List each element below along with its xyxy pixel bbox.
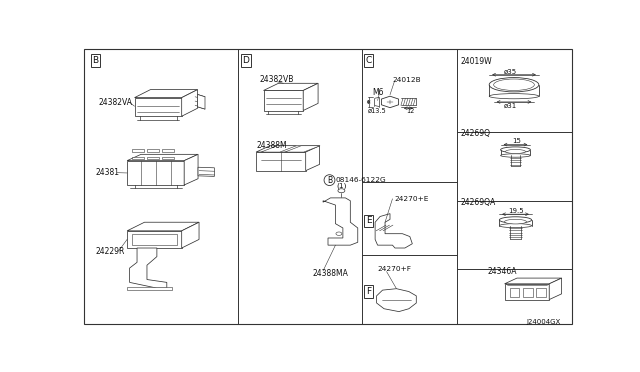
Circle shape <box>397 244 403 247</box>
Polygon shape <box>127 154 198 161</box>
Text: E: E <box>366 216 371 225</box>
Text: F: F <box>366 287 371 296</box>
Polygon shape <box>323 198 358 245</box>
Polygon shape <box>285 146 320 152</box>
Text: 24269Q: 24269Q <box>460 129 490 138</box>
Polygon shape <box>182 222 199 248</box>
Polygon shape <box>198 94 205 109</box>
Text: 24382VB: 24382VB <box>260 75 294 84</box>
Polygon shape <box>182 90 198 116</box>
Polygon shape <box>303 83 318 110</box>
Polygon shape <box>162 150 173 152</box>
Circle shape <box>297 166 302 169</box>
Text: 24388M: 24388M <box>256 141 287 150</box>
Text: ø35: ø35 <box>504 68 516 74</box>
Polygon shape <box>129 248 167 288</box>
Polygon shape <box>261 146 296 152</box>
Text: 24269QA: 24269QA <box>460 198 496 207</box>
Ellipse shape <box>499 224 532 228</box>
Bar <box>509 288 520 297</box>
Polygon shape <box>162 157 173 159</box>
Ellipse shape <box>506 150 525 154</box>
Ellipse shape <box>489 78 539 92</box>
Polygon shape <box>134 90 198 97</box>
Polygon shape <box>127 222 199 231</box>
Ellipse shape <box>500 147 531 153</box>
Bar <box>132 234 177 245</box>
Circle shape <box>336 232 342 235</box>
Text: 24388MA: 24388MA <box>312 269 348 278</box>
Ellipse shape <box>500 154 531 157</box>
Text: D: D <box>242 56 249 65</box>
Polygon shape <box>375 214 412 248</box>
Text: ø13.5: ø13.5 <box>367 108 387 113</box>
Text: J24004GX: J24004GX <box>527 320 561 326</box>
Polygon shape <box>127 161 184 185</box>
Text: M6: M6 <box>372 88 384 97</box>
Polygon shape <box>132 150 144 152</box>
Circle shape <box>338 189 345 193</box>
Text: 24270+E: 24270+E <box>394 196 428 202</box>
Text: (1): (1) <box>336 182 346 189</box>
Ellipse shape <box>504 219 527 224</box>
Text: 15: 15 <box>512 138 521 144</box>
Text: 24012B: 24012B <box>392 77 421 83</box>
Ellipse shape <box>499 217 532 223</box>
Polygon shape <box>264 90 303 110</box>
Text: 24019W: 24019W <box>460 57 492 66</box>
Ellipse shape <box>493 79 534 90</box>
Polygon shape <box>147 157 159 159</box>
Text: 24346A: 24346A <box>488 267 517 276</box>
Circle shape <box>336 238 342 242</box>
Polygon shape <box>256 152 306 171</box>
Text: 19.5: 19.5 <box>509 208 524 214</box>
Polygon shape <box>132 157 144 159</box>
Polygon shape <box>147 150 159 152</box>
Polygon shape <box>256 146 319 152</box>
Polygon shape <box>184 154 198 185</box>
Polygon shape <box>198 167 214 176</box>
Text: C: C <box>365 56 372 65</box>
Bar <box>536 288 546 297</box>
Polygon shape <box>306 146 319 171</box>
Polygon shape <box>264 83 318 90</box>
Text: B: B <box>92 56 99 65</box>
Bar <box>127 287 172 289</box>
Polygon shape <box>134 97 182 116</box>
Polygon shape <box>127 231 182 248</box>
Polygon shape <box>549 278 562 299</box>
Text: 08146-6122G: 08146-6122G <box>336 177 387 183</box>
Text: ø31: ø31 <box>504 103 516 109</box>
Ellipse shape <box>489 94 539 99</box>
Circle shape <box>385 99 395 105</box>
Text: 24229R: 24229R <box>96 247 125 256</box>
Polygon shape <box>504 284 549 299</box>
Text: 24381: 24381 <box>96 168 120 177</box>
Text: 12: 12 <box>406 108 414 114</box>
Text: B: B <box>327 176 332 185</box>
Bar <box>523 288 533 297</box>
Text: 24270+F: 24270+F <box>378 266 412 273</box>
Polygon shape <box>376 289 416 312</box>
Text: 24382VA: 24382VA <box>99 98 133 107</box>
Polygon shape <box>504 278 562 284</box>
Polygon shape <box>381 96 399 108</box>
